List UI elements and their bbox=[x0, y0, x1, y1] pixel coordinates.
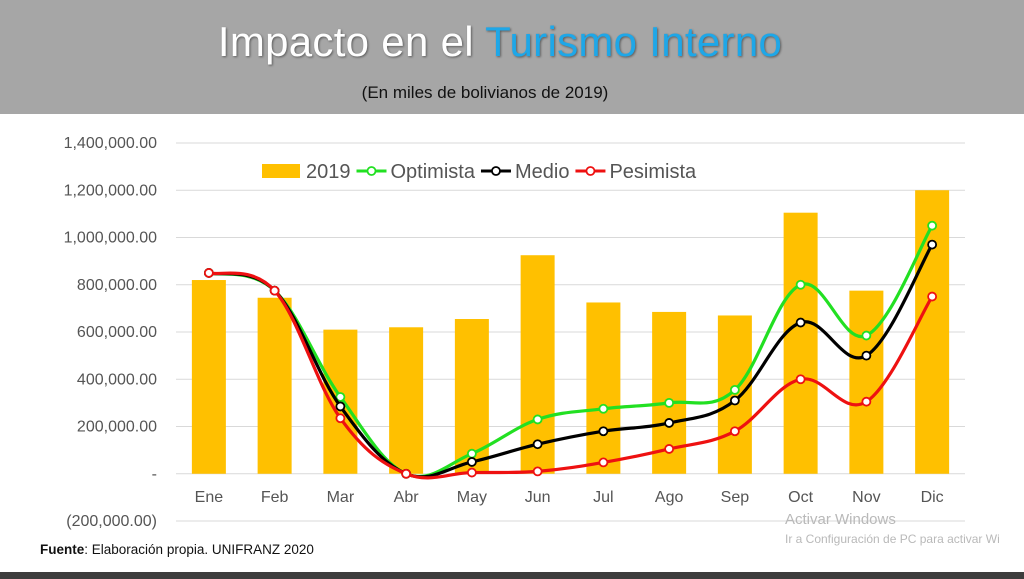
legend-label-2019: 2019 bbox=[306, 161, 351, 183]
point-medio bbox=[861, 350, 872, 361]
x-tick-label: Ago bbox=[655, 489, 684, 506]
point-optimista bbox=[861, 330, 872, 341]
point-optimista bbox=[335, 392, 346, 402]
y-tick-label: - bbox=[152, 466, 157, 483]
legend-label-pesimista: Pesimista bbox=[609, 161, 697, 183]
point-medio bbox=[335, 401, 346, 412]
point-pesimista bbox=[401, 468, 412, 479]
windows-activation-hint: Ir a Configuración de PC para activar Wi bbox=[785, 532, 1000, 546]
title-main: Impacto en el bbox=[217, 18, 486, 65]
point-medio bbox=[598, 426, 609, 437]
x-tick-label: May bbox=[457, 489, 487, 506]
page-subtitle: (En miles de bolivianos de 2019) bbox=[361, 83, 609, 102]
y-tick-label: 400,000.00 bbox=[77, 371, 157, 388]
legend-marker-medio bbox=[491, 166, 501, 176]
point-medio bbox=[466, 457, 477, 467]
point-medio bbox=[532, 439, 543, 450]
bar-2019 bbox=[257, 297, 292, 474]
x-tick-label: Ene bbox=[195, 489, 224, 506]
y-tick-label: (200,000.00) bbox=[66, 513, 157, 530]
point-pesimista bbox=[927, 291, 938, 302]
point-pesimista bbox=[335, 413, 346, 424]
y-tick-label: 600,000.00 bbox=[77, 324, 157, 341]
point-medio bbox=[729, 395, 740, 406]
source-text: : Elaboración propia. UNIFRANZ 2020 bbox=[84, 542, 314, 557]
bar-2019 bbox=[191, 280, 226, 474]
legend-swatch-2019 bbox=[262, 164, 300, 178]
title-accent: Turismo Interno bbox=[485, 18, 783, 65]
source-note: Fuente: Elaboración propia. UNIFRANZ 202… bbox=[40, 542, 314, 557]
point-optimista bbox=[729, 384, 740, 395]
bar-2019 bbox=[783, 212, 818, 474]
point-pesimista bbox=[532, 466, 543, 477]
bar-2019 bbox=[849, 290, 884, 474]
point-pesimista bbox=[729, 426, 740, 437]
point-medio bbox=[795, 317, 806, 328]
y-tick-label: 200,000.00 bbox=[77, 419, 157, 436]
legend-label-medio: Medio bbox=[515, 161, 569, 183]
point-pesimista bbox=[269, 285, 280, 296]
legend-label-optimista: Optimista bbox=[391, 161, 476, 183]
y-tick-label: 1,400,000.00 bbox=[64, 135, 158, 152]
series-line-medio bbox=[208, 243, 934, 479]
point-optimista bbox=[664, 397, 675, 408]
x-tick-label: Nov bbox=[852, 489, 880, 506]
bar-2019 bbox=[389, 327, 424, 474]
point-pesimista bbox=[598, 457, 609, 468]
point-pesimista bbox=[861, 396, 872, 407]
legend-marker-pesimista bbox=[585, 166, 596, 176]
y-tick-label: 1,000,000.00 bbox=[64, 230, 158, 247]
page-title: Impacto en el Turismo Interno bbox=[0, 18, 1000, 66]
x-tick-label: Oct bbox=[788, 489, 813, 506]
y-tick-label: 800,000.00 bbox=[77, 277, 157, 294]
bottom-bar bbox=[0, 572, 1024, 579]
source-label: Fuente bbox=[40, 542, 85, 557]
point-optimista bbox=[598, 403, 609, 414]
series-line-pesimista bbox=[208, 271, 934, 480]
x-tick-label: Mar bbox=[327, 489, 355, 506]
point-medio bbox=[927, 239, 938, 250]
y-tick-label: 1,200,000.00 bbox=[64, 182, 158, 199]
x-tick-label: Sep bbox=[721, 489, 750, 506]
x-tick-label: Dic bbox=[921, 489, 944, 506]
point-pesimista bbox=[466, 467, 477, 478]
point-optimista bbox=[466, 448, 477, 459]
point-optimista bbox=[927, 220, 938, 231]
legend-marker-optimista bbox=[366, 166, 377, 176]
point-optimista bbox=[532, 414, 543, 425]
header-band bbox=[0, 0, 1024, 114]
x-tick-label: Jun bbox=[525, 489, 551, 506]
x-tick-label: Feb bbox=[261, 489, 289, 506]
tourism-impact-chart: (200,000.00) - 200,000.00 400,000.00 600,000… bbox=[64, 135, 965, 530]
x-tick-label: Jul bbox=[593, 489, 613, 506]
bar-2019 bbox=[915, 190, 950, 474]
point-pesimista bbox=[203, 268, 214, 278]
bar-2019 bbox=[586, 302, 621, 474]
bar-2019 bbox=[520, 255, 555, 474]
point-pesimista bbox=[795, 374, 806, 385]
series-line-optimista bbox=[208, 224, 934, 479]
point-pesimista bbox=[664, 444, 675, 454]
x-tick-label: Abr bbox=[394, 489, 420, 506]
windows-activation-title: Activar Windows bbox=[785, 511, 896, 528]
point-medio bbox=[664, 418, 675, 428]
point-optimista bbox=[795, 279, 806, 290]
